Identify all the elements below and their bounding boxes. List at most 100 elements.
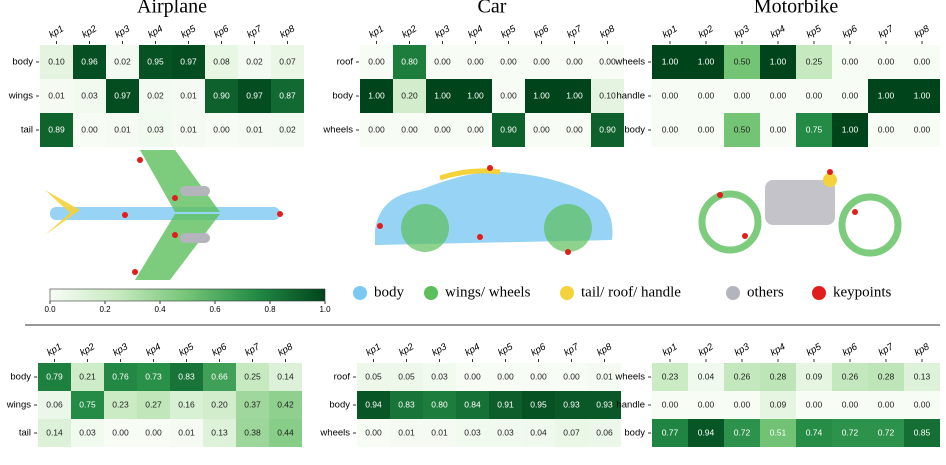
cell-label: 0.00 — [842, 56, 859, 66]
heatmap-cell — [724, 45, 760, 79]
x-tick-label: kp4 — [769, 23, 788, 40]
cell-label: 0.07 — [279, 56, 296, 66]
heatmap-cell — [426, 79, 459, 113]
heatmap-cell — [104, 363, 137, 391]
heatmap-cell — [522, 419, 555, 447]
cell-label: 0.91 — [497, 399, 514, 409]
legend-swatch — [812, 286, 826, 300]
cell-label: 0.00 — [497, 371, 514, 381]
heatmap-cell — [868, 419, 904, 447]
cell-label: 0.75 — [79, 399, 96, 409]
heatmap-cell — [688, 363, 724, 391]
heatmap-cell — [522, 363, 555, 391]
heatmap-cell — [760, 113, 796, 147]
legend-swatch — [424, 286, 438, 300]
heatmap-cell — [271, 113, 304, 147]
cell-label: 0.25 — [806, 56, 823, 66]
heatmap-cell — [271, 45, 304, 79]
cell-label: 0.01 — [431, 427, 448, 437]
x-tick-label: kp1 — [45, 341, 64, 358]
heatmap-cell — [525, 113, 558, 147]
cell-label: 0.76 — [112, 371, 129, 381]
x-tick-label: kp3 — [733, 341, 752, 359]
heatmap-cell — [172, 45, 205, 79]
heatmap-cell — [106, 45, 139, 79]
heatmap-cell — [203, 419, 236, 447]
x-tick-label: kp5 — [499, 23, 518, 41]
cell-label: 0.83 — [398, 399, 415, 409]
cell-label: 0.72 — [842, 427, 859, 437]
heatmap-cell — [73, 113, 106, 147]
cell-label: 0.80 — [431, 399, 448, 409]
colorbar-tick-label: 0.2 — [99, 305, 111, 314]
heatmap-cell — [38, 391, 71, 419]
cell-label: 1.00 — [434, 90, 451, 100]
x-tick-label: kp7 — [877, 341, 896, 359]
cell-label: 0.14 — [46, 427, 63, 437]
heatmap-cell — [139, 79, 172, 113]
y-tick-label: wings — [8, 91, 34, 102]
cell-label: 0.85 — [914, 427, 931, 437]
cell-label: 1.00 — [914, 90, 931, 100]
heatmap-cell — [393, 79, 426, 113]
cell-label: 0.77 — [662, 427, 679, 437]
heatmap-cell — [904, 113, 940, 147]
heatmap-cell — [724, 419, 760, 447]
cell-label: 0.03 — [464, 427, 481, 437]
heatmap-cell — [688, 419, 724, 447]
heatmap-cell — [525, 45, 558, 79]
heatmap-cell — [796, 419, 832, 447]
cell-label: 0.00 — [878, 56, 895, 66]
heatmap-cell — [489, 419, 522, 447]
heatmap-cell — [357, 363, 390, 391]
heatmap-cell — [236, 363, 269, 391]
heatmap-cell — [456, 419, 489, 447]
x-tick-label: kp1 — [364, 341, 383, 358]
y-tick-label: roof — [337, 57, 354, 68]
x-tick-label: kp8 — [595, 341, 614, 359]
heatmap-cell — [652, 79, 688, 113]
cell-label: 1.00 — [770, 56, 787, 66]
cell-label: 0.84 — [464, 399, 481, 409]
cell-label: 0.02 — [147, 90, 164, 100]
heatmap-cell — [172, 79, 205, 113]
cell-label: 0.00 — [566, 56, 583, 66]
cell-label: 1.00 — [698, 56, 715, 66]
cell-label: 0.00 — [563, 371, 580, 381]
y-tick-label: handle — [616, 400, 645, 411]
heatmap-cell — [555, 391, 588, 419]
x-tick-label: kp3 — [111, 341, 130, 359]
cell-label: 0.00 — [806, 399, 823, 409]
x-tick-label: kp2 — [697, 341, 716, 359]
heatmap-cell — [426, 45, 459, 79]
cell-label: 0.93 — [596, 399, 613, 409]
heatmap-cell — [38, 419, 71, 447]
cell-label: 0.94 — [698, 427, 715, 437]
cell-label: 0.01 — [180, 90, 197, 100]
colorbar — [49, 288, 326, 302]
heatmap-cell — [423, 363, 456, 391]
colorbar-tick-label: 0.8 — [264, 305, 276, 314]
cell-label: 0.00 — [662, 90, 679, 100]
x-tick-label: kp3 — [113, 23, 132, 41]
heatmap-cell — [390, 419, 423, 447]
x-tick-label: kp2 — [397, 341, 416, 359]
legend-label: others — [747, 284, 784, 300]
heatmap-cell — [357, 419, 390, 447]
heatmap-cell — [555, 363, 588, 391]
heatmap-cell — [459, 45, 492, 79]
heatmap-cell — [652, 45, 688, 79]
cell-label: 0.10 — [599, 90, 616, 100]
cell-label: 0.93 — [563, 399, 580, 409]
cell-label: 0.00 — [599, 56, 616, 66]
legend-label: body — [374, 284, 405, 300]
cell-label: 0.00 — [914, 56, 931, 66]
cell-label: 0.90 — [599, 124, 616, 134]
y-tick-label: wheels — [614, 372, 645, 383]
heatmap-cell — [170, 391, 203, 419]
cell-label: 0.79 — [46, 371, 63, 381]
x-tick-label: kp8 — [276, 341, 295, 359]
cell-label: 0.14 — [277, 371, 294, 381]
x-tick-label: kp6 — [529, 341, 548, 359]
